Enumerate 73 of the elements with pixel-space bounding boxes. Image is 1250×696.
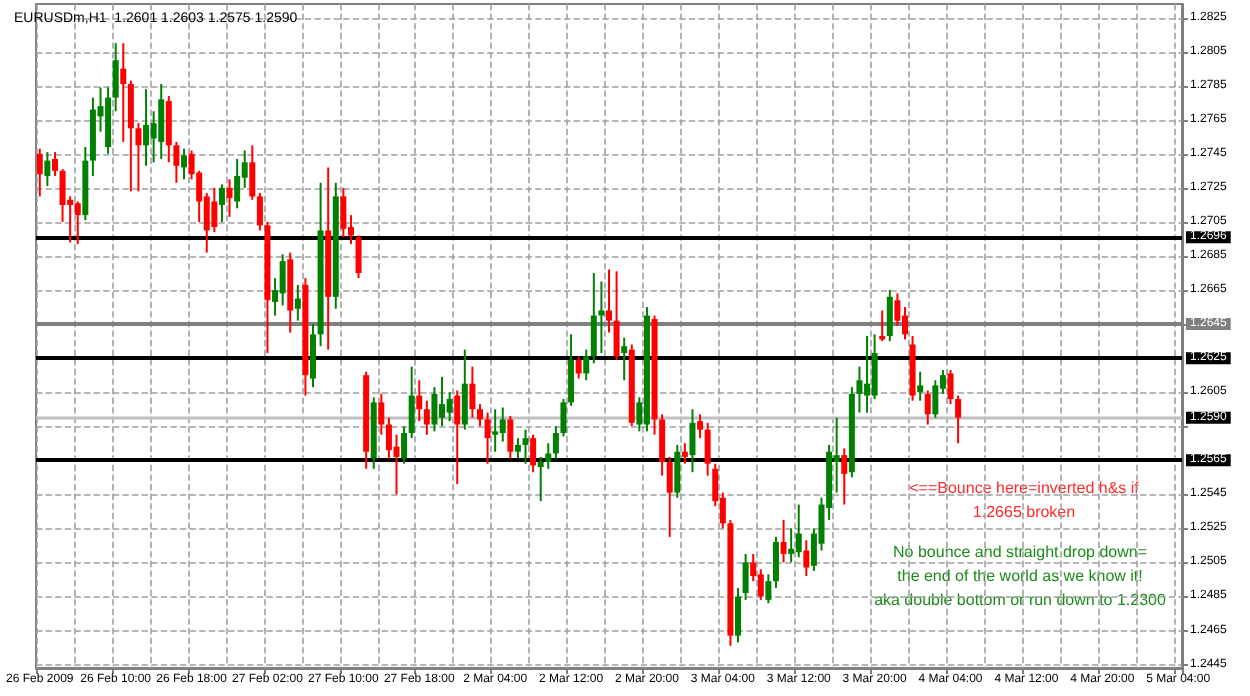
candlestick bbox=[841, 447, 848, 506]
candlestick bbox=[340, 186, 347, 239]
candlestick bbox=[932, 379, 939, 419]
candlestick bbox=[378, 392, 385, 436]
candlestick bbox=[613, 270, 620, 361]
candlestick bbox=[568, 333, 575, 407]
candlestick bbox=[917, 370, 924, 402]
candlestick bbox=[689, 408, 696, 474]
candlestick bbox=[51, 151, 58, 177]
candlestick bbox=[894, 292, 901, 327]
candlestick bbox=[218, 183, 225, 223]
candlestick bbox=[484, 411, 491, 465]
candlestick bbox=[469, 365, 476, 419]
candlestick bbox=[211, 186, 218, 234]
candlestick bbox=[606, 268, 612, 334]
candlestick bbox=[879, 309, 886, 343]
candlestick bbox=[408, 365, 415, 440]
candlestick bbox=[112, 42, 119, 113]
candlestick bbox=[499, 406, 506, 443]
candlestick bbox=[431, 386, 438, 433]
candlestick bbox=[44, 151, 51, 188]
candlestick bbox=[674, 443, 681, 499]
candlestick bbox=[279, 253, 286, 307]
candlestick bbox=[226, 178, 233, 218]
candlestick bbox=[454, 389, 461, 486]
candlestick bbox=[788, 527, 795, 564]
candlestick bbox=[864, 335, 871, 414]
candlestick bbox=[355, 234, 362, 280]
candlestick bbox=[666, 455, 673, 538]
candlestick bbox=[697, 413, 704, 440]
candlestick bbox=[507, 415, 514, 460]
candlestick bbox=[924, 389, 931, 426]
candlestick bbox=[249, 144, 256, 201]
candlestick bbox=[735, 586, 742, 644]
candlestick bbox=[143, 88, 150, 167]
candlestick bbox=[74, 200, 81, 246]
candlestick bbox=[901, 306, 908, 341]
candlestick bbox=[423, 399, 430, 436]
candlestick bbox=[180, 147, 187, 181]
candlestick bbox=[598, 280, 605, 355]
candlestick bbox=[621, 336, 628, 382]
candlestick bbox=[120, 42, 127, 143]
candlestick bbox=[583, 348, 590, 382]
candlestick bbox=[765, 573, 772, 605]
candlestick bbox=[681, 442, 688, 465]
candlestick bbox=[461, 348, 468, 431]
candlestick bbox=[742, 552, 749, 601]
candlestick bbox=[127, 79, 134, 193]
candlestick bbox=[803, 539, 810, 578]
candlestick bbox=[871, 333, 878, 400]
candlestick bbox=[590, 272, 597, 365]
candlestick bbox=[795, 503, 802, 559]
candlestick bbox=[757, 568, 764, 601]
annotation: No bounce and straight drop down= the end of the world as we know it! aka double bottom or run down to 1.2300 bbox=[874, 543, 1167, 609]
candlestick bbox=[310, 323, 317, 389]
candlestick bbox=[294, 283, 301, 322]
candlestick bbox=[234, 157, 241, 210]
candlestick bbox=[492, 408, 499, 453]
candlestick bbox=[158, 83, 165, 160]
candlestick bbox=[36, 147, 43, 198]
candlestick bbox=[530, 433, 537, 474]
candlestick bbox=[439, 375, 446, 428]
candlestick bbox=[780, 518, 787, 564]
candlestick bbox=[522, 428, 529, 465]
annotation: <==Bounce here=inverted h&s if 1.2665 broken bbox=[909, 479, 1141, 521]
candlestick bbox=[514, 437, 521, 460]
candlestick bbox=[886, 289, 893, 343]
candlestick bbox=[446, 391, 453, 423]
candlestick bbox=[401, 425, 408, 465]
candlestick bbox=[416, 379, 423, 423]
candlestick bbox=[575, 355, 582, 380]
candlestick bbox=[772, 535, 779, 589]
candlestick bbox=[476, 403, 483, 428]
